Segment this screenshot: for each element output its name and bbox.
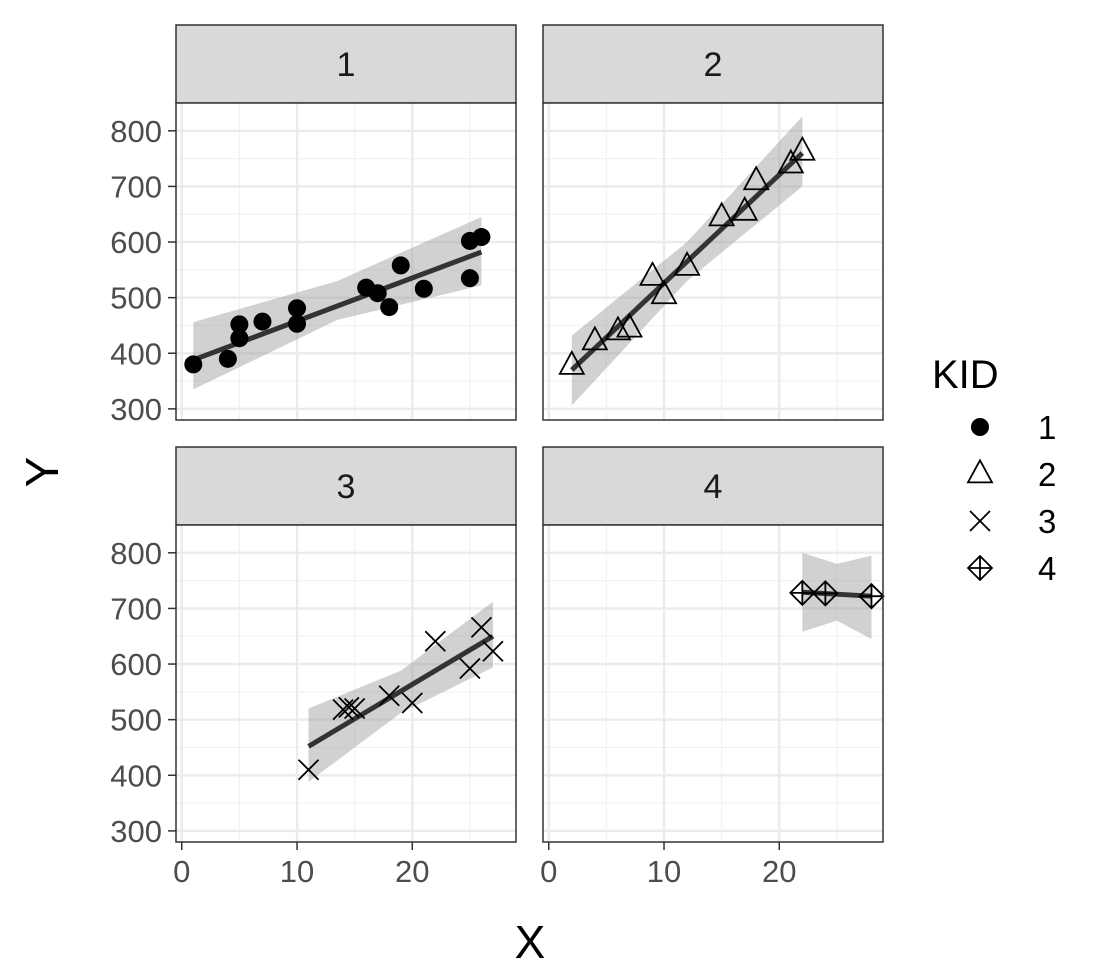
- panel-background: [176, 525, 516, 842]
- data-point: [858, 582, 885, 610]
- data-point: [482, 640, 504, 662]
- y-tick-label: 700: [110, 169, 162, 204]
- data-point: [650, 279, 678, 305]
- data-point: [253, 312, 272, 331]
- data-point: [789, 579, 816, 607]
- facet-strip: [175, 446, 517, 526]
- data-point: [673, 250, 701, 276]
- data-point: [731, 195, 759, 221]
- x-axis-title: X: [515, 916, 546, 968]
- data-point: [708, 201, 736, 227]
- axes: 300 400 500 600 700 800 300 400 500 600 700 800 0 10 2…: [110, 114, 796, 889]
- legend-label: 1: [1038, 409, 1056, 446]
- data-point: [558, 349, 586, 375]
- facet-panels: 1 2 3 4: [175, 24, 885, 843]
- data-point: [288, 314, 307, 333]
- legend-key: [966, 458, 994, 484]
- facet-strip: [542, 446, 884, 526]
- legend: KID 1 2 3 4: [932, 353, 1056, 587]
- legend-item-2: 2: [966, 456, 1056, 493]
- data-point: [230, 315, 249, 334]
- data-point: [391, 256, 410, 275]
- y-tick-label: 400: [110, 758, 162, 793]
- panel-background: [543, 525, 883, 842]
- data-point: [338, 696, 360, 719]
- y-tick-label: 300: [110, 392, 162, 427]
- panel-border: [542, 524, 884, 843]
- y-axis-title: Y: [16, 457, 68, 488]
- y-tick-label: 500: [110, 281, 162, 316]
- gridlines: [543, 103, 883, 420]
- data-point: [297, 759, 320, 781]
- data-point: [472, 228, 491, 247]
- facet-strip-label: 3: [337, 468, 356, 506]
- legend-label: 2: [1038, 456, 1056, 493]
- data-point: [470, 616, 493, 638]
- facet-strip: [175, 24, 517, 104]
- data-point: [414, 279, 433, 298]
- gridlines: [176, 525, 516, 842]
- legend-title: KID: [932, 353, 999, 397]
- x-tick-label: 20: [762, 854, 796, 889]
- x-tick-label: 10: [280, 854, 314, 889]
- data-point: [344, 697, 366, 720]
- data-point: [788, 135, 816, 161]
- legend-item-1: 1: [971, 409, 1056, 446]
- legend-item-4: 4: [966, 550, 1056, 587]
- facet-strip: [542, 24, 884, 104]
- facet-panel-1: 1: [175, 24, 517, 421]
- data-point: [378, 685, 400, 707]
- legend-label: 4: [1038, 550, 1056, 587]
- legend-key: [969, 510, 991, 532]
- data-point: [812, 580, 839, 607]
- data-point: [460, 269, 479, 288]
- y-tick-label: 800: [110, 536, 162, 571]
- x-tick-label: 20: [395, 854, 429, 889]
- data-point: [288, 299, 307, 318]
- data-point: [615, 312, 643, 338]
- facet-strip-label: 1: [337, 46, 356, 84]
- data-point: [218, 349, 237, 368]
- data-point: [638, 260, 667, 286]
- facet-panel-2: 2: [542, 24, 884, 421]
- panel-border: [175, 524, 517, 843]
- data-point: [459, 657, 481, 680]
- confidence-band: [193, 217, 482, 390]
- facet-strip-label: 2: [704, 46, 723, 84]
- legend-item-3: 3: [969, 503, 1056, 540]
- fit-line: [307, 634, 495, 749]
- data-point: [368, 284, 387, 303]
- data-point: [742, 165, 770, 191]
- y-tick-label: 600: [110, 647, 162, 682]
- data-point: [380, 298, 399, 317]
- data-point: [401, 692, 423, 714]
- data-point: [230, 329, 249, 348]
- x-tick-label: 10: [647, 854, 681, 889]
- facet-panel-3: 3: [175, 446, 517, 843]
- y-tick-label: 500: [110, 703, 162, 738]
- data-point: [604, 315, 632, 341]
- data-point: [184, 355, 203, 374]
- y-tick-label: 400: [110, 336, 162, 371]
- data-point: [424, 630, 446, 652]
- panel-border: [542, 102, 884, 421]
- data-point: [777, 148, 805, 174]
- legend-key: [971, 418, 989, 436]
- gridlines: [176, 103, 516, 420]
- panel-background: [543, 103, 883, 420]
- y-tick-label: 800: [110, 114, 162, 149]
- facet-strip-label: 4: [704, 468, 723, 506]
- y-tick-label: 600: [110, 225, 162, 260]
- x-tick-label: 0: [173, 854, 190, 889]
- y-tick-label: 700: [110, 591, 162, 626]
- legend-key: [966, 554, 994, 582]
- x-tick-label: 0: [540, 854, 557, 889]
- data-point: [581, 325, 609, 351]
- legend-label: 3: [1038, 503, 1056, 540]
- gridlines: [543, 525, 883, 842]
- panel-border: [175, 102, 517, 421]
- y-tick-label: 300: [110, 814, 162, 849]
- facet-panel-4: 4: [542, 446, 885, 843]
